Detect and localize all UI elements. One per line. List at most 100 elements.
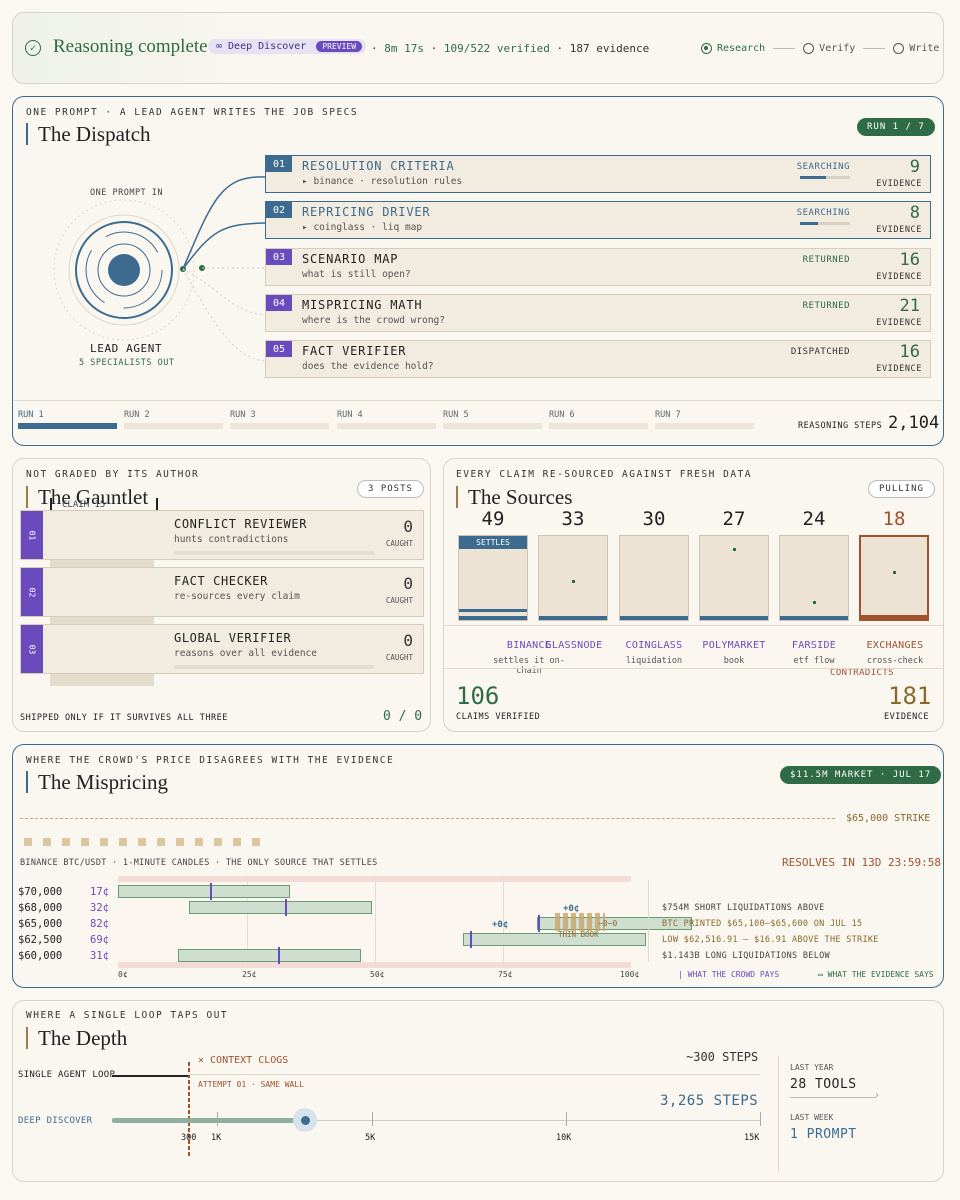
elapsed-time: 8m 17s: [384, 42, 424, 55]
axis-tick: 10K: [556, 1133, 572, 1143]
evidence-note: LOW $62,516.91 — $16.91 ABOVE THE STRIKE: [662, 935, 879, 945]
crowd-price: 17¢: [90, 886, 109, 898]
thin-book-bars: [555, 913, 605, 931]
attempt-label: ATTEMPT 01 · SAME WALL: [198, 1080, 304, 1089]
card-evidence: 9: [909, 157, 920, 177]
axis-tick: 75¢: [498, 970, 513, 979]
card-name: REPRICING DRIVER: [302, 205, 431, 219]
specialist-card[interactable]: 03 SCENARIO MAP what is still open? RETU…: [265, 248, 931, 286]
depth-title: The Depth: [26, 1027, 127, 1049]
claims-verified-label: CLAIMS VERIFIED: [456, 712, 541, 722]
crowd-marker: [470, 931, 472, 948]
card-evidence-label: EVIDENCE: [876, 272, 922, 282]
specialist-card[interactable]: 05 FACT VERIFIER does the evidence hold?…: [265, 340, 931, 378]
specialist-card[interactable]: 02 REPRICING DRIVER ▸ coinglass · liq ma…: [265, 201, 931, 239]
strike-price: $62,500: [18, 934, 63, 946]
last-week-label: LAST WEEK: [790, 1113, 834, 1122]
source-bar[interactable]: [859, 535, 929, 621]
progress-bar: [174, 551, 374, 555]
evidence-range: [178, 949, 361, 962]
source-sub: liquidation: [625, 656, 683, 666]
posts-pill: 3 POSTS: [357, 480, 424, 498]
step-research[interactable]: Research: [701, 43, 765, 54]
axis-tick: 1K: [211, 1133, 222, 1143]
progress-bar: [800, 222, 850, 225]
lead-agent-diagram: [53, 176, 266, 362]
deep-progress: [112, 1118, 305, 1123]
run-tab-6[interactable]: RUN 6: [549, 410, 575, 420]
run-tab-4[interactable]: RUN 4: [337, 410, 363, 420]
run-bar: [124, 423, 223, 429]
legend-crowd: | WHAT THE CROWD PAYS: [678, 970, 780, 979]
delta-label: +0¢: [492, 920, 509, 930]
deep-progress-knob[interactable]: [293, 1108, 317, 1132]
card-name: MISPRICING MATH: [302, 298, 423, 312]
card-status: RETURNED: [802, 301, 850, 311]
source-bar[interactable]: [619, 535, 689, 621]
card-name: FACT VERIFIER: [302, 344, 407, 358]
source-bar[interactable]: [699, 535, 769, 621]
verifier-card[interactable]: 02 FACT CHECKER re-sources every claim 0…: [20, 567, 424, 617]
radio-checked-icon: [701, 43, 712, 54]
claims-verified-value: 106: [456, 682, 500, 710]
strike-price: $60,000: [18, 950, 63, 962]
evidence-total-value: 181: [888, 682, 932, 710]
lead-agent-sub: 5 SPECIALISTS OUT: [79, 358, 175, 368]
steps-axis: [112, 1120, 760, 1121]
card-evidence-label: EVIDENCE: [876, 225, 922, 235]
single-loop-label: SINGLE AGENT LOOP: [18, 1070, 116, 1080]
step-verify[interactable]: Verify: [803, 43, 855, 54]
resolves-countdown: RESOLVES IN 13D 23:59:58: [782, 856, 941, 869]
verifier-card[interactable]: 03 GLOBAL VERIFIER reasons over all evid…: [20, 624, 424, 674]
source-count: 49: [481, 508, 505, 530]
run-tab-3[interactable]: RUN 3: [230, 410, 256, 420]
specialist-card[interactable]: 04 MISPRICING MATH where is the crowd wr…: [265, 294, 931, 332]
mispricing-kicker: WHERE THE CROWD'S PRICE DISAGREES WITH T…: [26, 755, 395, 766]
radio-icon: [803, 43, 815, 54]
card-evidence: 16: [899, 342, 920, 362]
status-header: ✓ Reasoning complete ∞ Deep Discover PRE…: [12, 12, 944, 84]
crowd-price: 69¢: [90, 934, 109, 946]
run-bar: [337, 423, 436, 429]
run-bar: [18, 423, 117, 429]
source-bar[interactable]: [538, 535, 608, 621]
crowd-marker: [285, 899, 287, 916]
source-name: COINGLASS: [625, 640, 683, 651]
verifier-card[interactable]: 01 CONFLICT REVIEWER hunts contradiction…: [20, 510, 424, 560]
deep-steps: 3,265 STEPS: [660, 1093, 759, 1109]
evidence-range: [118, 885, 290, 898]
card-number: 02: [21, 568, 43, 616]
preview-badge: PREVIEW: [316, 41, 363, 52]
run-bar: [549, 423, 648, 429]
evidence-range: [463, 933, 646, 946]
card-number: 04: [266, 295, 292, 311]
run-stats: · 8m 17s · 109/522 verified · 187 eviden…: [371, 42, 650, 55]
card-number: 05: [266, 341, 292, 357]
card-evidence-label: EVIDENCE: [876, 179, 922, 189]
legend-evidence: ▭ WHAT THE EVIDENCE SAYS: [818, 970, 934, 979]
evidence-total-label: EVIDENCE: [884, 712, 929, 722]
source-caption: BINANCE BTC/USDT · 1-MINUTE CANDLES · TH…: [20, 858, 378, 868]
source-bar[interactable]: [779, 535, 849, 621]
run-tab-7[interactable]: RUN 7: [655, 410, 681, 420]
crowd-marker: [538, 915, 540, 932]
run-tab-5[interactable]: RUN 5: [443, 410, 469, 420]
run-tab-2[interactable]: RUN 2: [124, 410, 150, 420]
run-tab-1[interactable]: RUN 1: [18, 410, 44, 420]
arrow-right-icon: ›: [790, 1090, 880, 1101]
crowd-price: 31¢: [90, 950, 109, 962]
axis-tick: 300: [181, 1133, 197, 1143]
card-evidence: 8: [909, 203, 920, 223]
pulling-pill: PULLING: [868, 480, 935, 498]
mode-badge[interactable]: ∞ Deep Discover PREVIEW: [208, 39, 367, 54]
radio-icon: [893, 43, 905, 54]
axis-tick: 100¢: [620, 970, 640, 979]
verified-count: 109/522 verified: [443, 42, 550, 55]
gauntlet-footer: SHIPPED ONLY IF IT SURVIVES ALL THREE: [20, 713, 228, 723]
step-write[interactable]: Write: [893, 43, 939, 54]
card-sub: re-sources every claim: [174, 591, 300, 602]
card-status: RETURNED: [802, 255, 850, 265]
source-bar[interactable]: SETTLES: [458, 535, 528, 621]
specialist-card[interactable]: 01 RESOLUTION CRITERIA ▸ binance · resol…: [265, 155, 931, 193]
card-name: GLOBAL VERIFIER: [174, 631, 292, 645]
